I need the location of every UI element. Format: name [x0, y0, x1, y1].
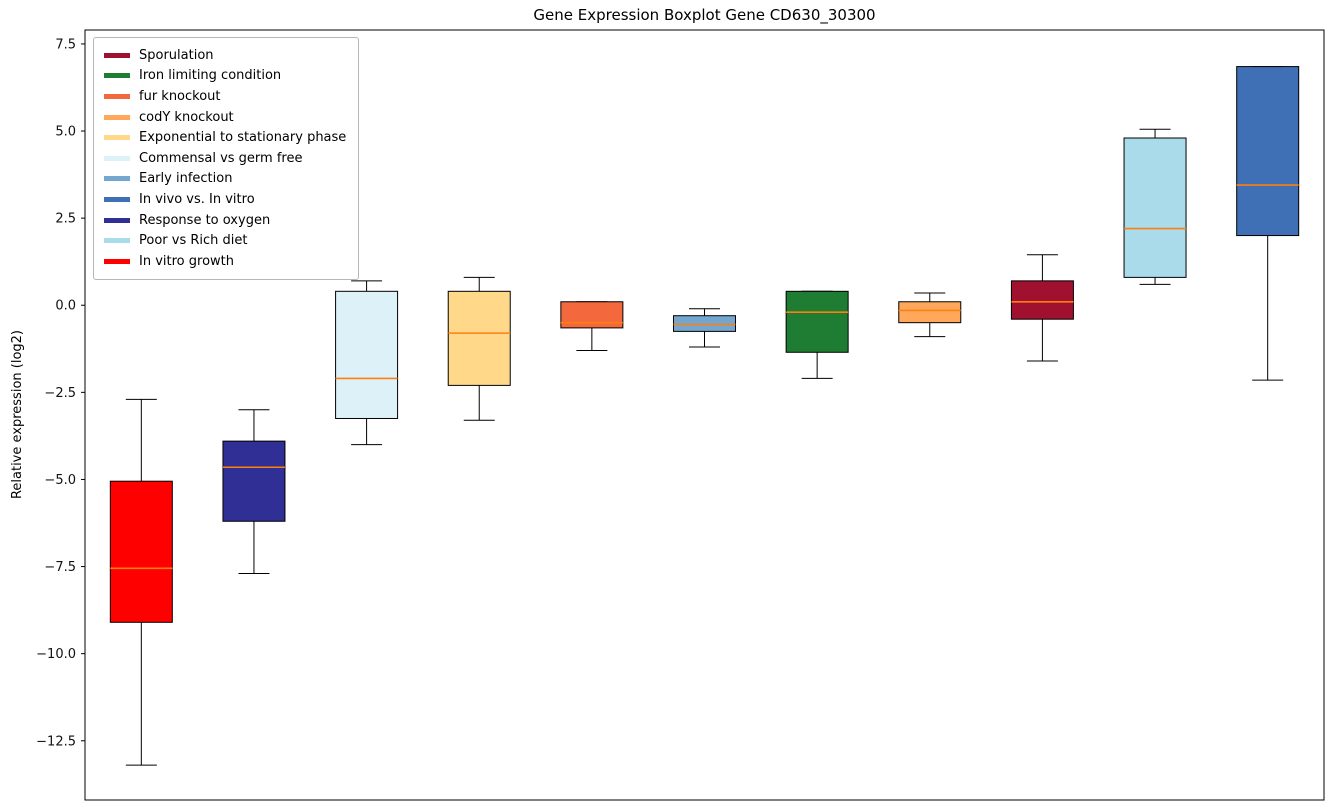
legend-label: Exponential to stationary phase [139, 130, 347, 146]
legend-label: Iron limiting condition [139, 68, 282, 84]
legend-label: In vivo vs. In vitro [139, 191, 255, 207]
svg-text:−10.0: −10.0 [36, 647, 76, 662]
legend-swatch [104, 93, 130, 99]
legend-item: Early infection [104, 169, 346, 190]
legend-swatch [104, 176, 130, 182]
legend-label: codY knockout [139, 109, 234, 125]
svg-text:−12.5: −12.5 [36, 734, 76, 749]
legend-swatch [104, 73, 130, 79]
chart-title: Gene Expression Boxplot Gene CD630_30300 [533, 6, 876, 24]
legend-label: Early infection [139, 171, 233, 187]
legend-item: Exponential to stationary phase [104, 127, 346, 148]
legend-swatch [104, 217, 130, 223]
legend-label: Response to oxygen [139, 212, 271, 228]
svg-text:2.5: 2.5 [55, 212, 76, 227]
legend-swatch [104, 196, 130, 202]
legend-item: fur knockout [104, 86, 346, 107]
svg-text:−2.5: −2.5 [44, 386, 76, 401]
legend-item: In vitro growth [104, 251, 346, 272]
legend-item: Sporulation [104, 45, 346, 66]
legend-swatch [104, 238, 130, 244]
legend-swatch [104, 114, 130, 120]
legend-swatch [104, 155, 130, 161]
legend-label: Commensal vs germ free [139, 150, 303, 166]
legend-item: In vivo vs. In vitro [104, 189, 346, 210]
legend-item: codY knockout [104, 107, 346, 128]
svg-text:−5.0: −5.0 [44, 473, 76, 488]
legend-label: fur knockout [139, 88, 221, 104]
legend: Sporulation Iron limiting condition fur kn… [93, 37, 360, 280]
legend-label: Poor vs Rich diet [139, 233, 248, 249]
legend-item: Iron limiting condition [104, 66, 346, 87]
legend-item: Poor vs Rich diet [104, 230, 346, 251]
legend-swatch [104, 258, 130, 264]
legend-label: In vitro growth [139, 253, 234, 269]
svg-text:−7.5: −7.5 [44, 560, 76, 575]
legend-item: Commensal vs germ free [104, 148, 346, 169]
svg-text:7.5: 7.5 [55, 37, 76, 52]
svg-text:5.0: 5.0 [55, 125, 76, 140]
legend-label: Sporulation [139, 47, 214, 63]
svg-text:0.0: 0.0 [55, 299, 76, 314]
legend-swatch [104, 52, 130, 58]
legend-item: Response to oxygen [104, 210, 346, 231]
legend-swatch [104, 135, 130, 141]
